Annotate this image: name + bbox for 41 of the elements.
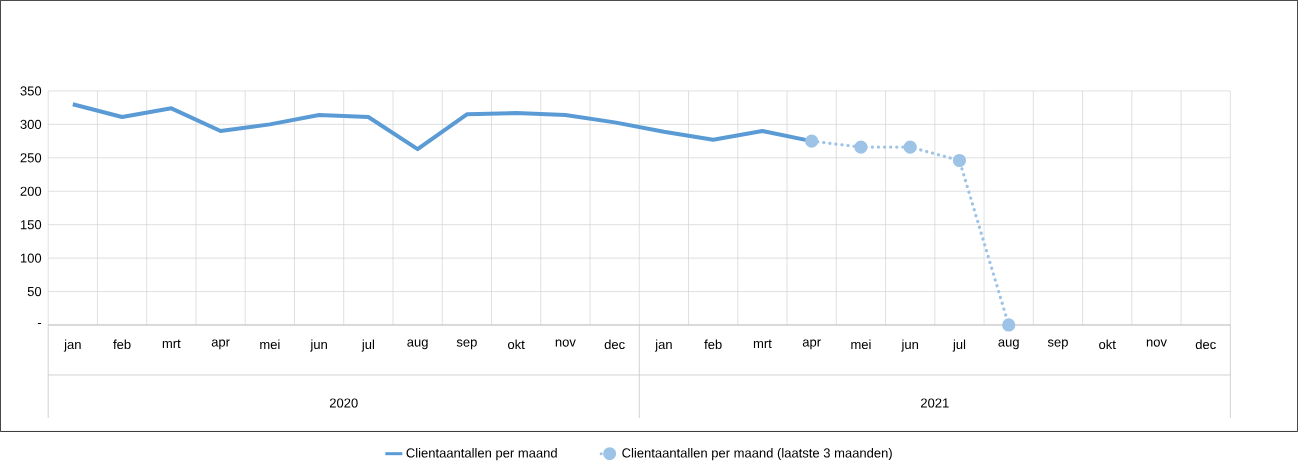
legend-label: Clientaantallen per maand xyxy=(406,447,557,460)
x-tick-label: nov xyxy=(1146,339,1167,347)
point xyxy=(903,140,917,154)
y-tick-label: 150 xyxy=(20,219,42,230)
x-tick-label: feb xyxy=(113,339,131,349)
point xyxy=(952,153,967,167)
point xyxy=(1002,318,1016,332)
x-tick-label: jan xyxy=(63,339,81,352)
x-tick-label: sep xyxy=(456,339,477,350)
y-tick-label: 100 xyxy=(20,253,42,263)
x-tick-label: okt xyxy=(508,339,525,349)
x-tick-label: mei xyxy=(851,339,871,349)
y-tick-label: 250 xyxy=(20,153,42,163)
x-tick-label: mrt xyxy=(162,339,181,348)
x-tick-label: jul xyxy=(361,339,374,352)
x-tick-label: apr xyxy=(211,339,230,350)
x-tick-label: jul xyxy=(952,339,966,352)
legend-label: Clientaantallen per maand (laatste 3 maanden) xyxy=(622,447,892,460)
x-tick-label: feb xyxy=(704,339,722,349)
x-tick-label: sep xyxy=(1047,339,1068,350)
x-tick-label: dec xyxy=(604,339,625,349)
x-tick-label: apr xyxy=(802,339,821,350)
text: 2021 xyxy=(921,398,949,408)
x-tick-label: aug xyxy=(407,339,428,350)
x-tick-label: mrt xyxy=(753,339,772,348)
x-tick-label: nov xyxy=(555,339,576,347)
point xyxy=(805,134,819,148)
x-tick-label: okt xyxy=(1099,339,1116,349)
text: 2020 xyxy=(329,398,358,408)
x-tick-label: jun xyxy=(901,339,919,352)
point xyxy=(854,140,868,154)
x-tick-label: jun xyxy=(310,339,327,352)
x-tick-label: mei xyxy=(260,339,280,349)
y-tick-label: 300 xyxy=(20,119,42,129)
x-tick-label: jan xyxy=(654,339,672,352)
y-tick-label: - xyxy=(37,322,42,324)
y-tick-label: 50 xyxy=(27,286,42,296)
x-tick-label: dec xyxy=(1195,339,1216,349)
y-tick-label: 200 xyxy=(20,186,42,196)
y-tick-label: 350 xyxy=(20,86,42,96)
x-tick-label: aug xyxy=(998,339,1019,350)
